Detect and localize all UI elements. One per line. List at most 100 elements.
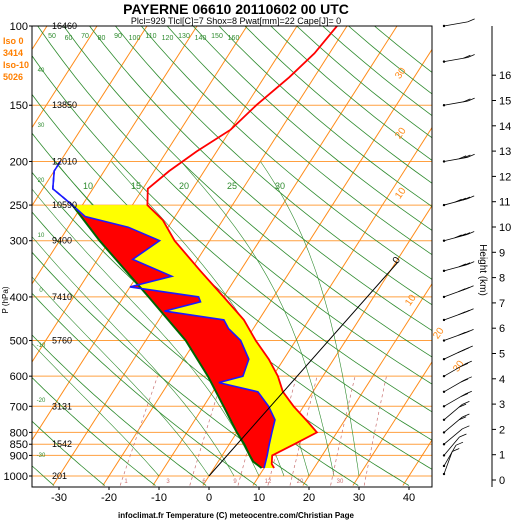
skewed-isotherm-label: 110	[145, 33, 156, 40]
skewed-isotherm-label: 70	[81, 33, 89, 40]
y-tick-label: 900	[10, 450, 28, 462]
wind-barb-dot	[443, 405, 445, 407]
x-tick-label: -20	[101, 492, 117, 504]
y-tick-label: 800	[10, 427, 28, 439]
wind-barb-dot	[443, 454, 445, 456]
wind-barb-dot	[443, 473, 445, 475]
wind-barb-dot	[443, 319, 445, 321]
y-tick-label: 500	[10, 336, 28, 348]
height-tick-label: 16	[499, 70, 511, 82]
skewed-isotherm-label: 130	[178, 33, 190, 40]
dry-adiabat-label: 20	[179, 181, 189, 191]
y-tick-label: 100	[10, 21, 28, 33]
skewed-isotherm-label: 50	[48, 33, 56, 40]
y-tick-label: 400	[10, 292, 28, 304]
wind-barb-dot	[443, 240, 445, 242]
wind-barb-dot	[443, 339, 445, 341]
y-tick-label: 250	[10, 200, 28, 212]
y-tick-label: 200	[10, 156, 28, 168]
skewed-isotherm-label: 90	[114, 33, 122, 40]
wind-barb-dot	[443, 160, 445, 162]
geopotential-label: 12010	[52, 156, 77, 166]
skewed-isotherm-label: 100	[129, 35, 141, 42]
theta-label: 10	[38, 233, 45, 239]
x-tick-label: 40	[403, 492, 415, 504]
chart-title: PAYERNE 06610 20110602 00 UTC	[123, 1, 349, 17]
dry-adiabat-label: 10	[83, 181, 93, 191]
y-tick-label: 150	[10, 100, 28, 112]
height-tick-label: 12	[499, 171, 511, 183]
y-tick-label: 700	[10, 401, 28, 413]
geopotential-label: 1542	[52, 439, 72, 449]
theta-label: -10	[37, 343, 46, 349]
skewed-isotherm-label: 160	[228, 35, 240, 42]
footer-text: infoclimat.fr Temperature (C) meteocentr…	[118, 511, 354, 520]
wind-barb-dot	[443, 391, 445, 393]
geopotential-label: 201	[52, 471, 67, 481]
theta-label: 40	[38, 68, 45, 74]
height-tick-label: 3	[499, 399, 505, 411]
wind-barb-dot	[443, 204, 445, 206]
height-tick-label: 0	[499, 475, 505, 487]
height-tick-label: 1	[499, 450, 505, 462]
mixing-ratio-label: 20	[297, 479, 304, 485]
height-axis-label: Height (km)	[477, 244, 488, 296]
wind-barb-dot	[443, 270, 445, 272]
theta-label: -20	[37, 398, 46, 404]
chart-subtitle: Plcl=929 Tlcl[C]=7 Shox=8 Pwat[mm]=22 Ca…	[131, 16, 341, 26]
wind-barb-dot	[443, 60, 445, 62]
geopotential-label: 9400	[52, 236, 72, 246]
x-tick-label: 0	[206, 492, 212, 504]
side-info-line: 3414	[3, 48, 23, 58]
geopotential-label: 3131	[52, 401, 72, 411]
geopotential-label: 7410	[52, 292, 72, 302]
height-tick-label: 8	[499, 273, 505, 285]
dry-adiabat-label: 30	[275, 181, 285, 191]
x-tick-label: 30	[353, 492, 365, 504]
x-tick-label: -10	[151, 492, 167, 504]
skewed-isotherm-label: 140	[195, 35, 207, 42]
height-tick-label: 7	[499, 298, 505, 310]
height-tick-label: 10	[499, 222, 511, 234]
height-tick-label: 11	[499, 197, 510, 209]
y-tick-label: 1000	[4, 471, 28, 483]
wind-barb-dot	[443, 443, 445, 445]
dry-adiabat-label: 15	[131, 181, 141, 191]
side-info-line: Iso-10	[3, 60, 29, 70]
dry-adiabat-label: 25	[227, 181, 237, 191]
skewed-isotherm-label: 150	[211, 33, 223, 40]
height-tick-label: 14	[499, 121, 511, 133]
geopotential-label: 5760	[52, 336, 72, 346]
wind-barb-dot	[443, 465, 445, 467]
theta-label: 20	[38, 178, 45, 184]
skewed-isotherm-label: 120	[162, 35, 174, 42]
y-axis-label: P (hPa)	[1, 286, 10, 313]
theta-label: -30	[37, 453, 46, 459]
mixing-ratio-label: 12	[265, 479, 272, 485]
x-tick-label: 20	[303, 492, 315, 504]
height-tick-label: 9	[499, 247, 505, 259]
skewed-isotherm-label: 60	[65, 35, 73, 42]
height-tick-label: 6	[499, 323, 505, 335]
x-tick-label: 10	[253, 492, 265, 504]
side-info-line: 5026	[3, 72, 23, 82]
geopotential-label: 13850	[52, 100, 77, 110]
height-tick-label: 2	[499, 424, 505, 436]
wind-barb-dot	[443, 431, 445, 433]
skewed-isotherm-label: 80	[98, 35, 106, 42]
wind-barb-dot	[443, 104, 445, 106]
y-tick-label: 300	[10, 236, 28, 248]
side-info-line: Iso 0	[3, 36, 24, 46]
mixing-ratio-label: 30	[337, 479, 344, 485]
wind-barb-dot	[443, 358, 445, 360]
height-tick-label: 4	[499, 374, 505, 386]
theta-label: 30	[38, 123, 45, 129]
height-tick-label: 13	[499, 146, 511, 158]
wind-barb-dot	[443, 296, 445, 298]
wind-barb-dot	[443, 25, 445, 27]
height-tick-label: 15	[499, 96, 511, 108]
wind-barb-dot	[443, 419, 445, 421]
x-tick-label: -30	[51, 492, 67, 504]
